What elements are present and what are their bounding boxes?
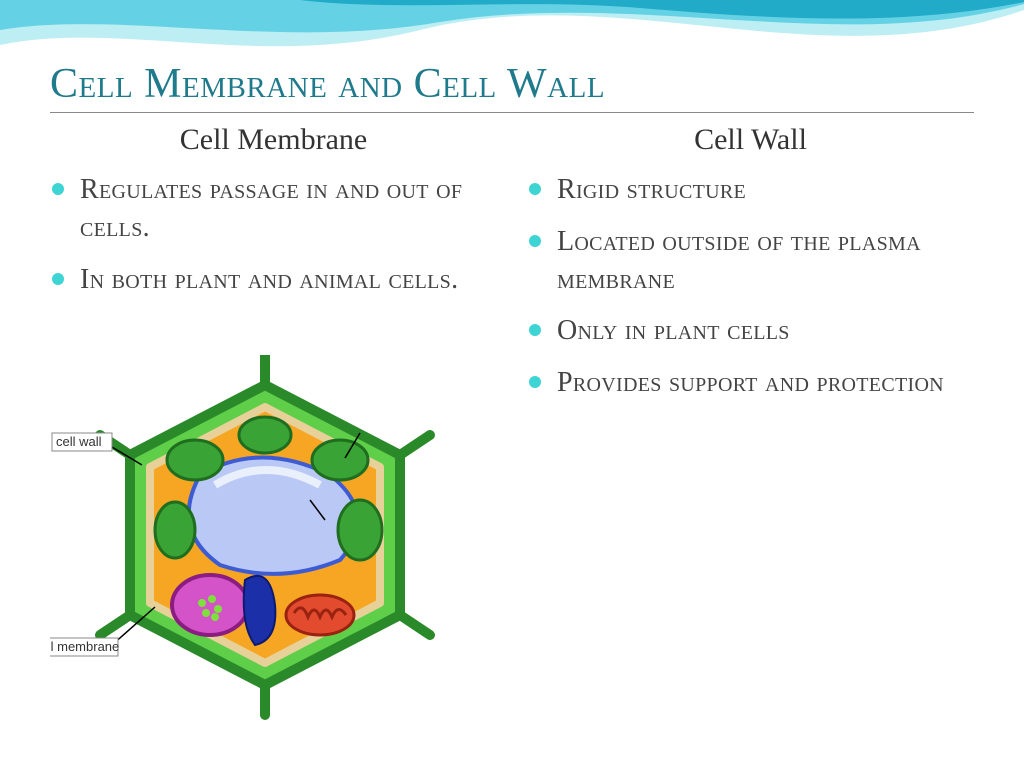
left-bullets: Regulates passage in and out of cells. I…	[50, 171, 497, 298]
svg-text:cell membrane: cell membrane	[50, 639, 119, 654]
right-heading: Cell Wall	[527, 123, 974, 157]
left-column: Cell Membrane Regulates passage in and o…	[50, 123, 497, 416]
left-bullet: Regulates passage in and out of cells.	[80, 171, 497, 247]
right-bullet: Only in plant cells	[557, 312, 974, 350]
right-bullets: Rigid structure Located outside of the p…	[527, 171, 974, 402]
chloroplast-shape	[239, 417, 291, 453]
slide-title: Cell Membrane and Cell Wall	[50, 60, 974, 113]
left-bullet: In both plant and animal cells.	[80, 261, 497, 299]
er-shape	[244, 576, 276, 645]
cell-wall-label: cell wall	[52, 433, 112, 451]
mitochondrion-shape	[286, 595, 354, 635]
right-column: Cell Wall Rigid structure Located outsid…	[527, 123, 974, 416]
slide-body: Cell Membrane and Cell Wall Cell Membran…	[0, 0, 1024, 416]
right-bullet: Provides support and protection	[557, 364, 974, 402]
chloroplast-shape	[338, 500, 382, 560]
chloroplast-shape	[312, 440, 368, 480]
cell-membrane-label: cell membrane	[50, 638, 119, 656]
chloroplast-shape	[167, 440, 223, 480]
nucleus-shape	[172, 575, 248, 635]
left-heading: Cell Membrane	[50, 123, 497, 157]
right-bullet: Rigid structure	[557, 171, 974, 209]
chloroplast-shape	[155, 502, 195, 558]
two-column-layout: Cell Membrane Regulates passage in and o…	[50, 123, 974, 416]
svg-text:cell wall: cell wall	[56, 434, 102, 449]
right-bullet: Located outside of the plasma membrane	[557, 223, 974, 299]
